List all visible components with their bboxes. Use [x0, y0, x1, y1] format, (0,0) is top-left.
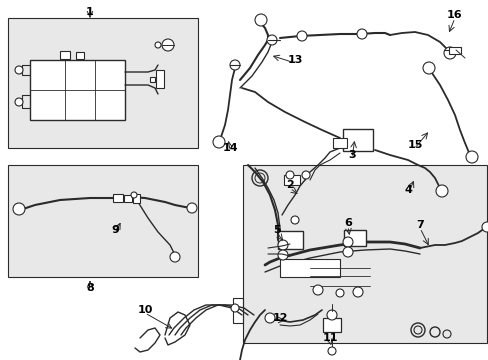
Circle shape [290, 216, 298, 224]
Bar [8, 18, 198, 148]
Bar [232, 297, 243, 323]
Circle shape [229, 60, 240, 70]
Bar [280, 259, 339, 277]
Circle shape [342, 247, 352, 257]
Circle shape [13, 203, 25, 215]
Bar [323, 318, 340, 332]
Circle shape [335, 289, 343, 297]
Circle shape [170, 252, 180, 262]
Text: 3: 3 [347, 150, 355, 160]
Circle shape [342, 237, 352, 247]
Text: 9: 9 [111, 225, 119, 235]
Text: 10: 10 [137, 305, 152, 315]
Circle shape [278, 240, 287, 250]
Text: 13: 13 [287, 55, 302, 65]
Circle shape [230, 304, 239, 312]
Bar [76, 51, 84, 58]
Bar [342, 129, 372, 151]
Text: 5: 5 [273, 225, 280, 235]
Text: 1: 1 [86, 7, 94, 17]
Circle shape [131, 192, 137, 198]
Text: 4: 4 [403, 185, 411, 195]
Circle shape [465, 151, 477, 163]
Bar [277, 231, 302, 249]
Bar [8, 165, 198, 277]
Circle shape [15, 66, 23, 74]
Bar [132, 194, 139, 202]
Bar [243, 165, 486, 343]
Text: 14: 14 [222, 143, 237, 153]
Circle shape [481, 222, 488, 232]
Circle shape [254, 14, 266, 26]
Bar [113, 194, 123, 202]
Circle shape [327, 347, 335, 355]
Bar [149, 77, 154, 81]
Bar [30, 60, 125, 120]
Circle shape [266, 35, 276, 45]
Bar [343, 230, 365, 246]
Circle shape [186, 203, 197, 213]
Circle shape [15, 98, 23, 106]
Text: 12: 12 [272, 313, 287, 323]
Text: 8: 8 [86, 283, 94, 293]
Circle shape [285, 171, 293, 179]
Circle shape [155, 42, 161, 48]
Circle shape [356, 29, 366, 39]
Circle shape [326, 310, 336, 320]
Text: 2: 2 [285, 180, 293, 190]
Bar [156, 70, 163, 88]
Text: 7: 7 [415, 220, 423, 230]
Circle shape [213, 136, 224, 148]
Circle shape [422, 62, 434, 74]
Bar [284, 175, 299, 185]
Bar [448, 46, 460, 54]
Text: 6: 6 [344, 218, 351, 228]
Bar [124, 194, 132, 202]
Circle shape [264, 313, 274, 323]
Text: 15: 15 [407, 140, 422, 150]
Text: 11: 11 [322, 333, 337, 343]
Text: 16: 16 [446, 10, 462, 20]
Bar [332, 138, 346, 148]
Circle shape [312, 285, 323, 295]
Circle shape [435, 185, 447, 197]
Circle shape [162, 39, 174, 51]
Bar [60, 51, 70, 59]
Circle shape [278, 250, 287, 260]
Circle shape [296, 31, 306, 41]
Circle shape [302, 171, 309, 179]
Circle shape [352, 287, 362, 297]
Circle shape [443, 47, 455, 59]
